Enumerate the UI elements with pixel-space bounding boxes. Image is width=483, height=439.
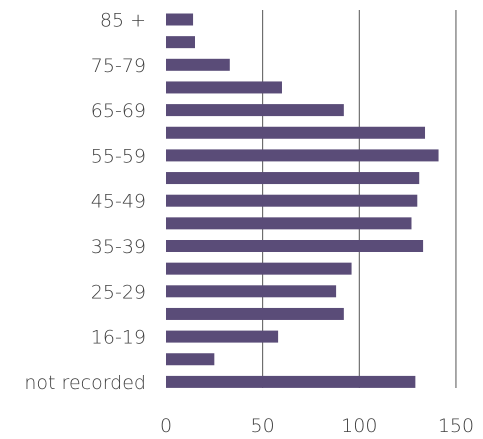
category-label: 25-29 xyxy=(91,281,146,303)
bar-35-39 xyxy=(166,240,424,252)
category-label: 45-49 xyxy=(91,191,146,213)
category-label: not recorded xyxy=(24,372,146,394)
bar-not-recorded xyxy=(166,375,416,388)
bar-55-59 xyxy=(166,149,439,162)
bar-75-79 xyxy=(166,58,230,71)
x-tick-label: 100 xyxy=(341,415,377,437)
bar-under-16 xyxy=(166,353,215,366)
bar-30-34 xyxy=(166,262,352,275)
category-label: 16-19 xyxy=(91,327,146,349)
bar-85 xyxy=(166,13,194,26)
category-label: 35-39 xyxy=(91,236,146,258)
x-tick-label: 0 xyxy=(160,415,172,437)
x-tick-label: 50 xyxy=(251,415,275,437)
x-axis-tick-labels: 0 50 100 150 xyxy=(160,415,474,437)
bar-40-44 xyxy=(166,217,412,230)
category-label: 75-79 xyxy=(91,55,146,77)
category-label: 85 + xyxy=(100,10,146,32)
bar-20-24 xyxy=(166,307,344,320)
category-labels: 85 + 75-79 65-69 55-59 45-49 35-39 25-29 16-19 n… xyxy=(24,10,146,394)
bar-80-84 xyxy=(166,36,195,49)
category-label: 55-59 xyxy=(91,145,146,167)
bar-50-54 xyxy=(166,172,420,185)
bar-16-19 xyxy=(166,330,279,343)
bar-25-29 xyxy=(166,285,337,298)
bar-45-49 xyxy=(166,194,418,207)
x-tick-label: 150 xyxy=(438,415,474,437)
bars xyxy=(166,13,439,388)
category-label: 65-69 xyxy=(91,100,146,122)
bar-70-74 xyxy=(166,81,282,94)
bar-65-69 xyxy=(166,104,344,117)
bar-60-64 xyxy=(166,126,426,139)
